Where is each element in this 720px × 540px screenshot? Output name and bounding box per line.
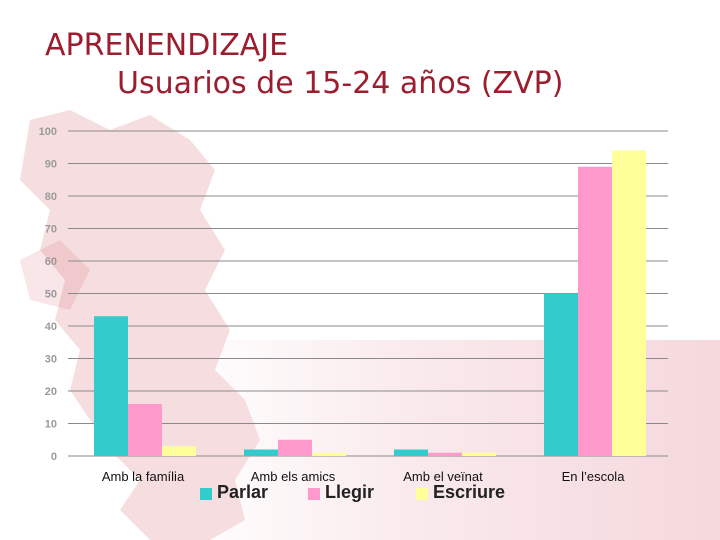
legend-label: Escriure xyxy=(433,482,506,502)
legend-label: Llegir xyxy=(325,482,375,502)
x-category-label: Amb els amics xyxy=(251,469,336,484)
bar-llegir-0 xyxy=(128,404,162,456)
legend-swatch xyxy=(200,488,212,500)
title-line-1: APRENENDIZAJE xyxy=(45,28,289,63)
y-tick-label: 80 xyxy=(45,191,57,203)
title-line-2: Usuarios de 15-24 años (ZVP) xyxy=(117,66,564,101)
y-tick-label: 30 xyxy=(45,354,57,366)
legend-label: Parlar xyxy=(217,482,269,502)
bar-parlar-2 xyxy=(394,449,428,456)
y-tick-label: 70 xyxy=(45,224,57,236)
x-category-label: En l’escola xyxy=(562,469,626,484)
bar-parlar-3 xyxy=(544,293,578,456)
bar-escriure-3 xyxy=(612,150,646,456)
y-tick-label: 60 xyxy=(45,256,57,268)
bar-parlar-1 xyxy=(244,449,278,456)
y-tick-label: 20 xyxy=(45,386,57,398)
legend-swatch xyxy=(308,488,320,500)
y-tick-label: 50 xyxy=(45,289,57,301)
bar-llegir-3 xyxy=(578,166,612,456)
legend-swatch xyxy=(416,488,428,500)
x-category-label: Amb el veïnat xyxy=(403,469,483,484)
bar-escriure-1 xyxy=(312,452,346,456)
bar-escriure-2 xyxy=(462,452,496,456)
bar-escriure-0 xyxy=(162,446,196,456)
bar-llegir-2 xyxy=(428,452,462,456)
y-tick-label: 100 xyxy=(39,126,57,138)
x-category-label: Amb la família xyxy=(102,469,185,484)
bar-llegir-1 xyxy=(278,439,312,456)
y-tick-label: 10 xyxy=(45,419,57,431)
y-tick-label: 90 xyxy=(45,159,57,171)
y-tick-label: 0 xyxy=(51,451,57,463)
y-tick-label: 40 xyxy=(45,321,57,333)
bar-parlar-0 xyxy=(94,316,128,456)
